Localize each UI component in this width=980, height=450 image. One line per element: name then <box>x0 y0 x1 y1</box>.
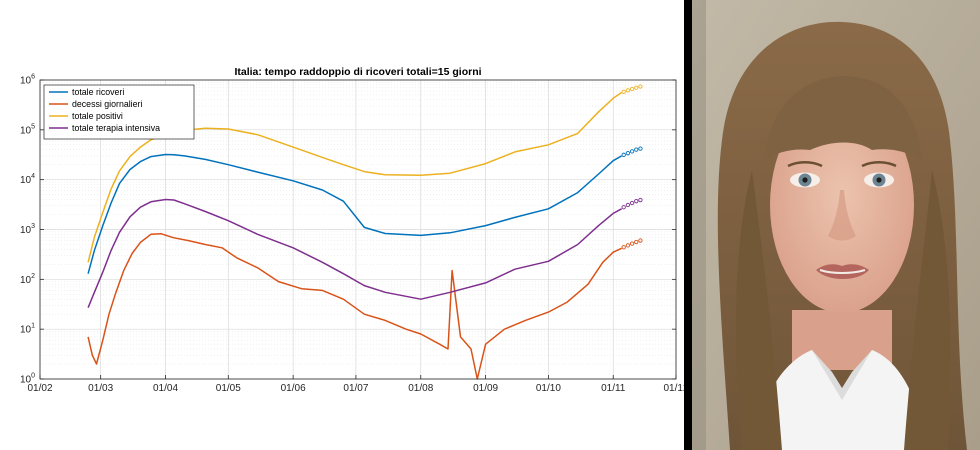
projection-point-2 <box>621 89 626 94</box>
legend-label-1: decessi giornalieri <box>72 99 142 109</box>
projection-point-3 <box>621 205 626 210</box>
x-tick-label: 01/05 <box>216 383 241 394</box>
series-line-1 <box>87 233 622 380</box>
projection-point-3 <box>625 202 631 208</box>
x-tick-label: 01/08 <box>408 383 433 394</box>
portrait-illustration <box>692 0 980 450</box>
projection-point-2 <box>629 86 635 92</box>
y-tick-label: 103 <box>20 223 35 236</box>
projection-point-2 <box>634 85 639 90</box>
projection-point-0 <box>625 151 631 156</box>
y-tick-label: 101 <box>20 323 35 336</box>
x-tick-label: 01/11 <box>601 383 626 394</box>
white-shirt <box>752 350 927 450</box>
y-tick-label: 102 <box>20 273 35 286</box>
projection-point-1 <box>638 238 643 243</box>
chart-panel: 100 101 102 103 104 105 106 01/02 01/03 01/04 01/0… <box>19 66 684 394</box>
x-tick-label: 01/03 <box>88 383 113 394</box>
y-tick-label: 105 <box>20 123 35 136</box>
lips <box>816 264 869 279</box>
projection-point-3 <box>634 199 639 204</box>
projection-point-1 <box>634 239 639 245</box>
projection-point-2 <box>638 84 643 89</box>
projection-point-1 <box>629 241 635 246</box>
x-tick-label: 01/02 <box>27 383 52 394</box>
x-tick-label: 01/12 <box>663 383 684 394</box>
projection-point-0 <box>634 147 639 152</box>
y-tick-label: 100 <box>20 373 35 386</box>
x-tick-label: 01/10 <box>536 383 561 394</box>
neck <box>792 310 892 370</box>
series-line-0 <box>87 153 622 274</box>
projection-point-3 <box>638 197 643 203</box>
bangs <box>764 76 922 160</box>
chart: 100 101 102 103 104 105 106 01/02 01/03 01/04 01/0… <box>20 66 684 394</box>
legend-label-3: totale terapia intensiva <box>72 123 160 133</box>
legend-label-2: totale positivi <box>72 111 123 121</box>
portrait-photo <box>692 0 980 450</box>
x-tick-label: 01/06 <box>281 383 306 394</box>
projection-point-2 <box>625 88 631 93</box>
projection-point-1 <box>621 245 626 250</box>
x-tick-label: 01/07 <box>343 383 368 394</box>
projection-point-1 <box>625 243 631 248</box>
legend-box <box>43 84 195 140</box>
x-tick-label: 01/04 <box>153 383 178 394</box>
projection-point-0 <box>629 149 635 154</box>
panel-divider <box>684 0 692 450</box>
projection-point-0 <box>621 152 626 157</box>
x-tick-label: 01/09 <box>473 383 498 394</box>
chart-title: Italia: tempo raddoppio di ricoveri tota… <box>234 66 481 78</box>
series-line-3 <box>87 198 622 308</box>
y-tick-label: 106 <box>20 74 35 87</box>
projection-point-0 <box>638 146 643 151</box>
series-line-2 <box>87 91 623 263</box>
nose <box>828 190 856 241</box>
legend-label-0: totale ricoveri <box>72 87 124 97</box>
y-tick-label: 104 <box>20 173 35 186</box>
projection-point-3 <box>629 200 635 206</box>
